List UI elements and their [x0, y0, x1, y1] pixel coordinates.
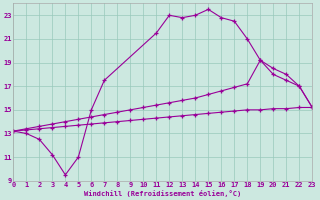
X-axis label: Windchill (Refroidissement éolien,°C): Windchill (Refroidissement éolien,°C) — [84, 190, 242, 197]
